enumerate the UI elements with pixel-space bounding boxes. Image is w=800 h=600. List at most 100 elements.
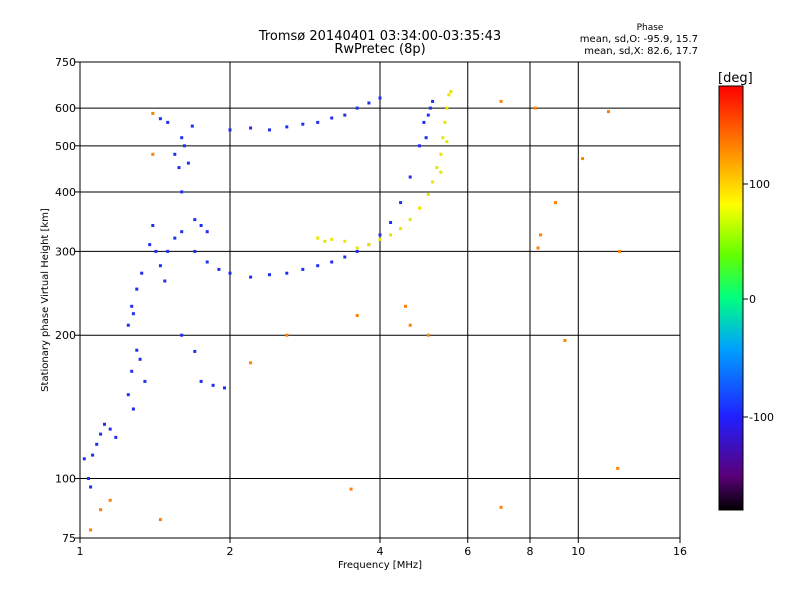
data-point [223, 386, 226, 390]
data-point [408, 323, 412, 327]
data-point [180, 333, 184, 337]
x-tick-label: 1 [77, 545, 84, 558]
data-point [166, 120, 170, 124]
data-point [130, 304, 134, 308]
data-point [323, 239, 327, 243]
data-point [316, 236, 320, 240]
x-tick-label: 10 [571, 545, 585, 558]
data-point [180, 190, 184, 194]
data-point [426, 193, 430, 196]
data-point [536, 246, 540, 250]
data-point [316, 120, 320, 124]
data-point [355, 246, 359, 250]
data-point [180, 136, 184, 140]
data-point [581, 157, 585, 161]
phase-stats-o: mean, sd,O: -95.9, 15.7 [580, 34, 698, 45]
data-point [138, 357, 142, 361]
colorbar: [deg] 100 0 -100 [718, 71, 774, 511]
data-point [199, 379, 203, 383]
data-point [140, 271, 144, 275]
data-point [533, 106, 537, 110]
data-point [343, 113, 347, 117]
data-point [355, 249, 359, 253]
data-point [439, 152, 443, 156]
data-point [95, 442, 99, 446]
y-tick-label: 600 [55, 102, 76, 115]
data-point [91, 453, 95, 457]
data-point [108, 498, 112, 502]
x-axis-label: Frequency [MHz] [338, 560, 422, 571]
data-point [158, 264, 162, 268]
data-point [330, 116, 334, 120]
data-point [431, 180, 435, 184]
data-point [330, 237, 334, 241]
data-point [131, 312, 135, 316]
data-point [443, 120, 447, 124]
data-point [316, 264, 320, 268]
data-point [399, 227, 403, 231]
data-point [211, 383, 215, 387]
gridlines [80, 62, 680, 538]
data-point [228, 128, 232, 132]
data-point [616, 466, 620, 470]
data-point [193, 349, 197, 353]
data-point [449, 90, 453, 94]
data-point [285, 125, 289, 129]
data-point [408, 175, 412, 179]
data-point [441, 136, 445, 140]
data-point [554, 201, 557, 205]
data-point [426, 113, 430, 117]
data-point [249, 126, 253, 130]
y-tick-label: 300 [55, 245, 76, 258]
data-point [418, 206, 421, 210]
data-point [431, 99, 435, 103]
data-point [217, 267, 221, 271]
data-point [618, 249, 621, 253]
data-point [285, 333, 289, 337]
data-point [367, 101, 371, 105]
data-point [435, 166, 439, 170]
colorbar-tick-0: 0 [749, 293, 756, 306]
data-point [367, 243, 371, 247]
data-point [349, 487, 353, 491]
y-tick-label: 750 [55, 56, 76, 69]
data-point [126, 323, 130, 327]
data-point [126, 393, 130, 397]
data-point [422, 120, 426, 124]
colorbar-tick-minus100: -100 [749, 411, 774, 424]
data-point [193, 218, 197, 222]
data-point [173, 236, 177, 240]
data-point [186, 161, 190, 165]
data-point [166, 249, 170, 253]
data-point [131, 407, 135, 411]
axis-ticks: 1 2 4 6 8 10 16 75 100 200 300 400 500 600 750 [55, 56, 687, 558]
data-point [268, 128, 271, 132]
data-point [151, 152, 155, 156]
data-point [499, 99, 503, 103]
data-point [343, 239, 347, 243]
data-point [301, 267, 305, 271]
phase-stats-x: mean, sd,X: 82.6, 17.7 [584, 46, 698, 57]
data-point [158, 518, 162, 522]
data-point [378, 237, 382, 241]
y-tick-label: 500 [55, 140, 76, 153]
data-point [173, 152, 177, 156]
data-point [135, 287, 139, 291]
y-tick-label: 400 [55, 186, 76, 199]
data-point [177, 166, 181, 170]
data-point [445, 106, 449, 110]
data-point [87, 477, 90, 480]
data-point [389, 233, 393, 237]
y-tick-label: 100 [55, 473, 76, 486]
y-axis-label: Stationary phase Virtual Height [km] [40, 208, 51, 392]
data-point [199, 224, 203, 227]
data-point [130, 369, 134, 373]
data-point [99, 508, 103, 512]
data-point [439, 170, 443, 174]
data-point [158, 117, 162, 121]
phase-stats-heading: Phase [637, 23, 664, 33]
data-point [445, 140, 449, 144]
data-point [424, 136, 428, 140]
colorbar-tick-100: 100 [749, 178, 770, 191]
